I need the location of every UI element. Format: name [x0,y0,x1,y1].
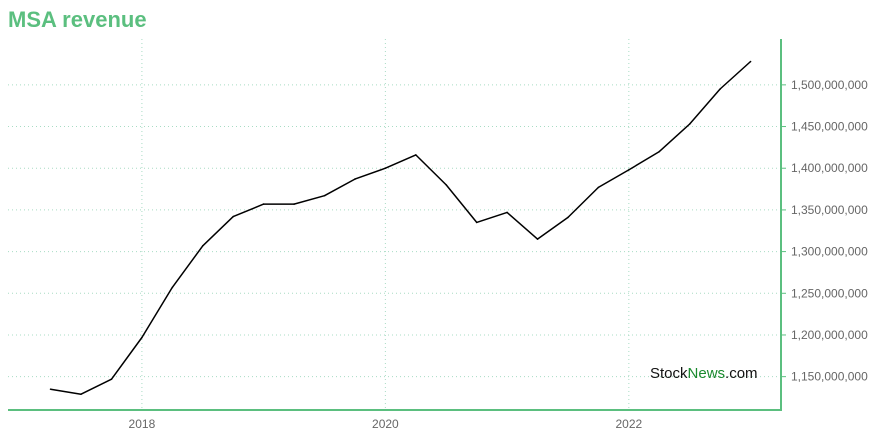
data-point [354,178,356,180]
data-point [293,203,295,205]
y-tick-label: 1,500,000,000 [791,78,868,92]
axis-layer [8,39,786,411]
watermark-news: News [687,365,726,382]
y-tick-label: 1,450,000,000 [791,120,868,134]
data-point [323,194,326,197]
data-point [262,203,265,205]
data-point [719,88,721,90]
data-point [201,244,204,247]
y-tick-label: 1,400,000,000 [791,161,868,175]
data-point [475,221,478,224]
stocknews-watermark: StockNews.com [650,365,758,382]
x-tick-label: 2018 [129,417,156,431]
data-point [384,167,387,170]
y-tick-label: 1,350,000,000 [791,203,868,217]
tick-layer: 1,150,000,000 1,200,000,000 1,250,000,000 1… [129,78,869,431]
y-tick-label: 1,300,000,000 [791,245,868,259]
series-layer [49,60,752,395]
data-point [49,388,52,390]
y-tick-label: 1,250,000,000 [791,286,868,300]
data-point [688,123,691,125]
x-tick-label: 2020 [372,417,399,431]
data-point [141,336,143,339]
data-point [110,378,113,380]
data-point [628,169,630,171]
data-point [567,216,569,219]
watermark-com: .com [725,365,758,382]
data-point [658,150,661,153]
data-point [232,215,235,218]
data-point [506,211,508,214]
grid-layer [8,39,781,410]
data-point [536,238,539,240]
data-point [597,186,600,189]
data-point [171,286,174,289]
revenue-line [50,60,752,395]
data-point [80,393,82,395]
y-tick-label: 1,200,000,000 [791,328,868,342]
data-point [415,154,417,156]
data-point [445,184,448,186]
chart-title: MSA revenue [8,7,147,32]
x-tick-label: 2022 [615,417,642,431]
watermark-stock: Stock [650,365,688,382]
data-point [749,60,752,63]
y-tick-label: 1,150,000,000 [791,370,868,384]
